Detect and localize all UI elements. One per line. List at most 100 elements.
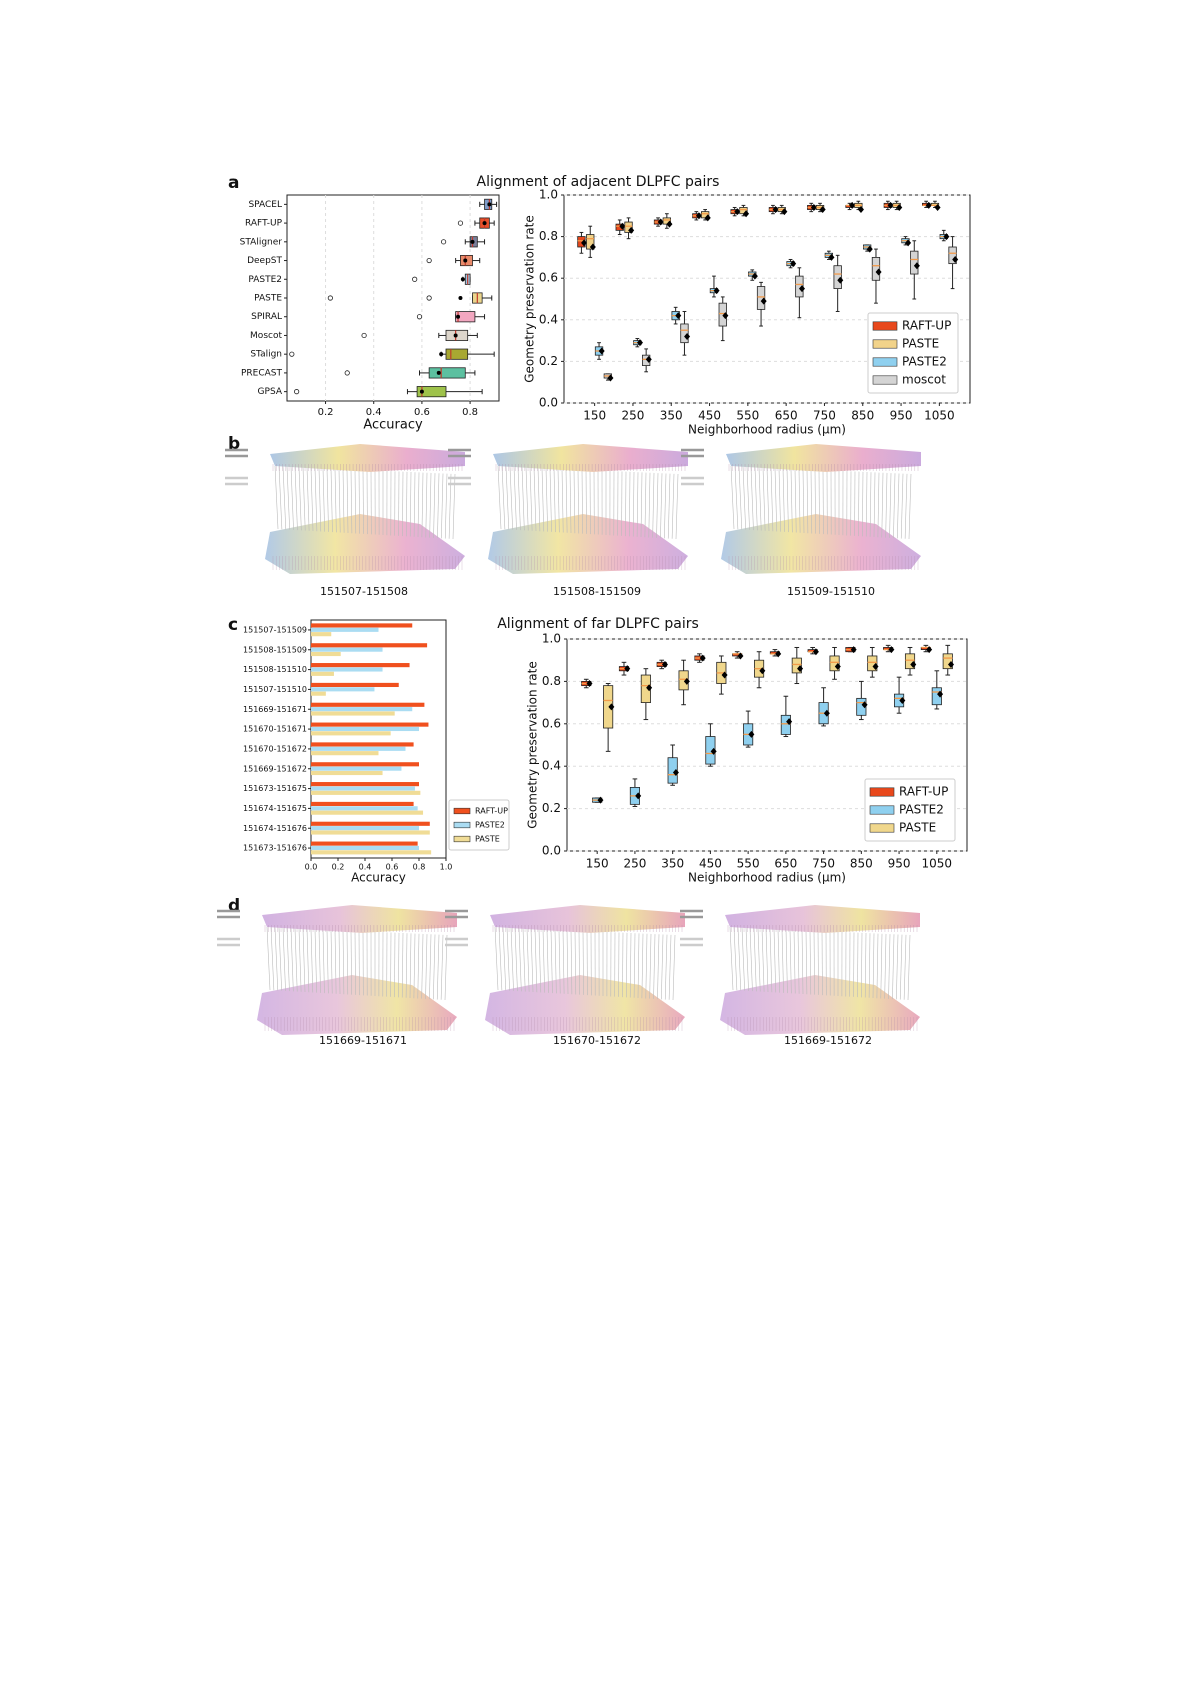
bar: [311, 692, 326, 696]
x-axis-label: Accuracy: [351, 871, 406, 885]
x-axis-label: Neighborhood radius (μm): [688, 423, 846, 437]
alignment-line: [279, 466, 282, 529]
alignment-line: [307, 929, 309, 992]
alignment-line: [291, 928, 293, 991]
alignment-line: [437, 935, 439, 1000]
legend-swatch: [870, 824, 894, 832]
alignment-line: [430, 473, 431, 538]
mean-marker: [458, 296, 462, 300]
alignment-line: [287, 467, 290, 530]
alignment-line: [426, 473, 427, 538]
alignment-line: [299, 928, 301, 991]
alignment-line: [445, 474, 447, 539]
alignment-line: [275, 927, 278, 990]
plot-frame: [287, 195, 499, 401]
alignment-line: [433, 934, 435, 999]
legend-swatch: [870, 788, 894, 796]
y-tick-label: SPACEL: [248, 200, 282, 210]
alignment-line: [660, 473, 662, 538]
alignment-line: [673, 935, 675, 1000]
alignment-line: [283, 928, 286, 991]
y-tick-label: 151670-151671: [243, 725, 307, 734]
bar: [311, 652, 341, 656]
outlier: [328, 296, 332, 300]
alignment-line: [672, 474, 674, 539]
y-tick-label: 0.0: [539, 396, 558, 410]
x-tick-label: 750: [813, 409, 836, 423]
y-tick-label: 0.4: [542, 759, 561, 773]
alignment-line: [303, 929, 305, 992]
alignment-line: [418, 934, 419, 999]
alignment-line: [539, 929, 541, 992]
mean-marker: [471, 240, 475, 244]
alignment-line: [503, 927, 506, 990]
chart-title: Alignment of far DLPFC pairs: [497, 616, 699, 632]
bar: [311, 802, 414, 806]
y-tick-label: 151508-151509: [243, 645, 307, 654]
y-axis-label: Geometry preservation rate: [523, 215, 537, 383]
y-tick-label: STalign: [250, 350, 282, 360]
bar: [311, 667, 383, 671]
bar: [311, 791, 420, 795]
x-tick-label: 0.4: [366, 407, 382, 418]
outlier: [345, 371, 349, 375]
alignment-line: [908, 935, 910, 1000]
alignment-line: [311, 929, 313, 992]
caption: 151509-151510: [787, 585, 875, 598]
outlier: [362, 333, 366, 337]
bar: [311, 811, 423, 815]
alignment-line: [502, 466, 505, 529]
alignment-line: [275, 466, 278, 529]
y-tick-label: 151507-151509: [243, 625, 307, 634]
alignment-line: [747, 467, 750, 530]
alignment-line: [653, 473, 654, 538]
x-tick-label: 750: [812, 857, 835, 871]
bar: [311, 663, 410, 667]
alignment-line: [307, 467, 309, 530]
alignment-line: [731, 466, 734, 529]
alignment-line: [735, 466, 738, 529]
x-tick-label: 650: [774, 857, 797, 871]
alignment-line: [665, 935, 667, 1000]
x-tick-label: 1050: [924, 409, 955, 423]
alignment-line: [669, 935, 671, 1000]
bottom-slice: [265, 514, 465, 574]
bar: [311, 786, 415, 790]
alignment-line: [295, 467, 297, 530]
y-tick-label: 151669-151671: [243, 705, 307, 714]
legend-swatch: [873, 376, 897, 384]
y-tick-label: 0.0: [542, 844, 561, 858]
bar: [311, 806, 418, 810]
alignment-line: [762, 928, 764, 991]
x-tick-label: 1050: [922, 857, 953, 871]
alignment-line: [518, 467, 520, 530]
legend-swatch: [873, 340, 897, 348]
y-tick-label: 1.0: [542, 632, 561, 646]
outlier: [417, 315, 421, 319]
alignment-line: [287, 928, 289, 991]
bar: [311, 742, 414, 746]
x-axis-label: Accuracy: [363, 418, 423, 433]
alignment-line: [514, 467, 517, 530]
x-tick-label: 450: [698, 409, 721, 423]
alignment-line: [523, 928, 525, 991]
caption: 151508-151509: [553, 585, 641, 598]
bar: [311, 628, 379, 632]
alignment-line: [311, 468, 313, 531]
alignment-line: [538, 468, 540, 531]
alignment-line: [676, 474, 678, 539]
alignment-line: [519, 928, 521, 991]
alignment-line: [429, 934, 431, 999]
x-tick-label: 1.0: [440, 863, 453, 872]
mean-marker: [487, 202, 491, 206]
alignment-line: [657, 934, 659, 999]
caption: 151670-151672: [553, 1034, 641, 1047]
bar: [311, 747, 406, 751]
alignment-line: [506, 466, 509, 529]
legend-label: PASTE: [475, 835, 500, 844]
bar: [311, 830, 430, 834]
alignment-line: [742, 928, 745, 991]
alignment-line: [668, 474, 670, 539]
box: [429, 368, 465, 378]
